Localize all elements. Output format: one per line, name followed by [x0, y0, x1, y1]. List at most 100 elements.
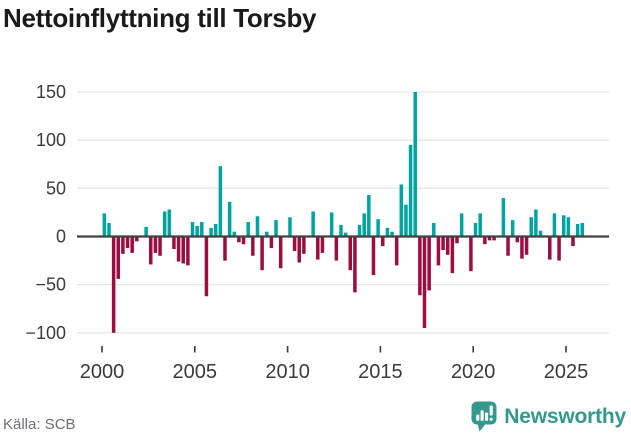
bar-positive	[190, 222, 195, 237]
x-tick-label: 2000	[80, 361, 125, 383]
x-tick-label: 2025	[544, 361, 589, 383]
bar-negative	[334, 236, 339, 261]
bar-positive	[200, 222, 204, 237]
bar-positive	[529, 217, 533, 237]
bar-negative	[297, 236, 301, 263]
bar-negative	[520, 236, 524, 259]
bar-negative	[153, 236, 158, 253]
bar-positive	[566, 217, 571, 237]
logo-bar-tall	[480, 410, 484, 421]
bar-positive	[473, 223, 478, 237]
bar-negative	[394, 236, 399, 266]
bar-negative	[348, 236, 353, 271]
bar-negative	[320, 236, 325, 253]
bar-positive	[390, 231, 394, 237]
bar-negative	[515, 236, 520, 243]
y-tick-label: 50	[46, 178, 66, 198]
bar-positive	[385, 227, 390, 237]
bar-negative	[172, 236, 176, 250]
bar-negative	[557, 236, 561, 261]
bar-positive	[413, 92, 417, 237]
bar-positive	[343, 232, 348, 237]
bar-positive	[311, 211, 315, 237]
bar-positive	[459, 213, 464, 237]
bar-negative	[302, 236, 306, 254]
bar-negative	[251, 236, 255, 256]
bar-negative	[441, 236, 445, 250]
bar-negative	[241, 236, 246, 245]
bar-negative	[176, 236, 181, 262]
bar-positive	[167, 209, 172, 237]
bar-negative	[487, 236, 492, 241]
bar-positive	[404, 204, 408, 237]
bar-negative	[483, 236, 487, 245]
y-tick-label: −100	[25, 323, 66, 343]
bar-positive	[510, 220, 515, 237]
bar-negative	[548, 236, 552, 260]
bar-positive	[209, 227, 213, 237]
bar-negative	[158, 236, 162, 256]
bar-negative	[269, 236, 274, 249]
bar-negative	[316, 236, 320, 260]
bar-negative	[436, 236, 441, 266]
bar-negative	[427, 236, 431, 291]
bar-positive	[218, 166, 223, 237]
bar-positive	[213, 223, 218, 237]
bar-positive	[102, 213, 107, 237]
logo-exclamation-stem	[489, 405, 494, 416]
bar-negative	[422, 236, 427, 329]
source-label: Källa: SCB	[3, 416, 76, 433]
bar-negative	[381, 236, 385, 247]
bar-negative	[135, 236, 139, 242]
bar-positive	[538, 230, 543, 237]
bar-negative	[469, 236, 473, 272]
bar-negative	[524, 236, 529, 255]
bar-positive	[107, 223, 111, 237]
bar-negative	[260, 236, 264, 271]
logo-exclamation-dot	[489, 417, 494, 421]
bar-positive	[144, 226, 148, 237]
bar-positive	[561, 215, 566, 237]
bar-negative	[455, 236, 459, 244]
bar-negative	[237, 236, 241, 243]
bar-positive	[288, 217, 292, 237]
bar-positive	[339, 224, 343, 237]
bar-positive	[274, 220, 278, 237]
bar-negative	[149, 236, 153, 265]
bar-negative	[278, 236, 283, 269]
newsworthy-logo-icon	[471, 401, 497, 432]
bar-negative	[125, 236, 130, 249]
y-tick-label: 150	[36, 82, 66, 102]
bar-positive	[362, 213, 366, 237]
bar-negative	[204, 236, 209, 297]
x-tick-label: 2010	[265, 361, 310, 383]
bar-negative	[371, 236, 376, 276]
newsworthy-brand-link[interactable]: Newsworthy	[471, 401, 626, 433]
x-tick-label: 2015	[358, 361, 403, 383]
bar-positive	[265, 231, 269, 237]
x-tick-label: 2020	[451, 361, 496, 383]
bar-negative	[353, 236, 357, 293]
bar-positive	[399, 184, 404, 237]
bar-positive	[408, 144, 413, 237]
bar-positive	[162, 211, 167, 237]
bar-negative	[450, 236, 455, 274]
bar-negative	[445, 236, 450, 255]
bar-positive	[376, 219, 380, 237]
bar-negative	[121, 236, 125, 254]
bar-negative	[181, 236, 185, 264]
bar-negative	[130, 236, 134, 253]
bar-positive	[329, 212, 334, 237]
bar-positive	[367, 195, 371, 237]
bar-negative	[418, 236, 422, 296]
bar-negative	[506, 236, 510, 256]
newsworthy-wordmark: Newsworthy	[504, 405, 626, 428]
y-tick-label: 0	[56, 227, 66, 247]
bar-negative	[111, 236, 116, 333]
y-tick-label: −50	[35, 275, 66, 295]
bar-negative	[116, 236, 121, 279]
logo-bar-short	[476, 414, 480, 421]
bar-negative	[186, 236, 190, 266]
bar-negative	[223, 236, 227, 261]
